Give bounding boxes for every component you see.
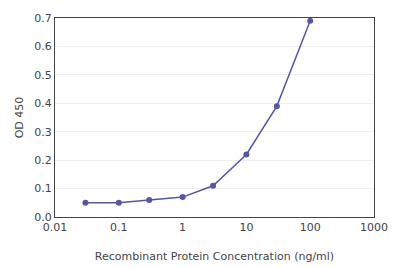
svg-text:0.3: 0.3	[34, 126, 52, 139]
svg-text:1000: 1000	[360, 221, 388, 234]
svg-text:0.4: 0.4	[34, 97, 52, 110]
svg-text:10: 10	[239, 221, 253, 234]
svg-text:0.5: 0.5	[34, 69, 52, 82]
svg-text:100: 100	[300, 221, 321, 234]
svg-text:0.1: 0.1	[34, 182, 52, 195]
svg-text:OD 450: OD 450	[13, 97, 26, 139]
svg-text:0.6: 0.6	[34, 40, 52, 53]
svg-text:0.1: 0.1	[110, 221, 128, 234]
svg-text:Recombinant Protein Concentrat: Recombinant Protein Concentration (ng/ml…	[95, 250, 334, 263]
svg-text:1: 1	[179, 221, 186, 234]
svg-text:0.01: 0.01	[43, 221, 68, 234]
svg-text:0.0: 0.0	[34, 211, 52, 224]
svg-text:0.2: 0.2	[34, 154, 52, 167]
svg-text:0.7: 0.7	[34, 12, 52, 25]
